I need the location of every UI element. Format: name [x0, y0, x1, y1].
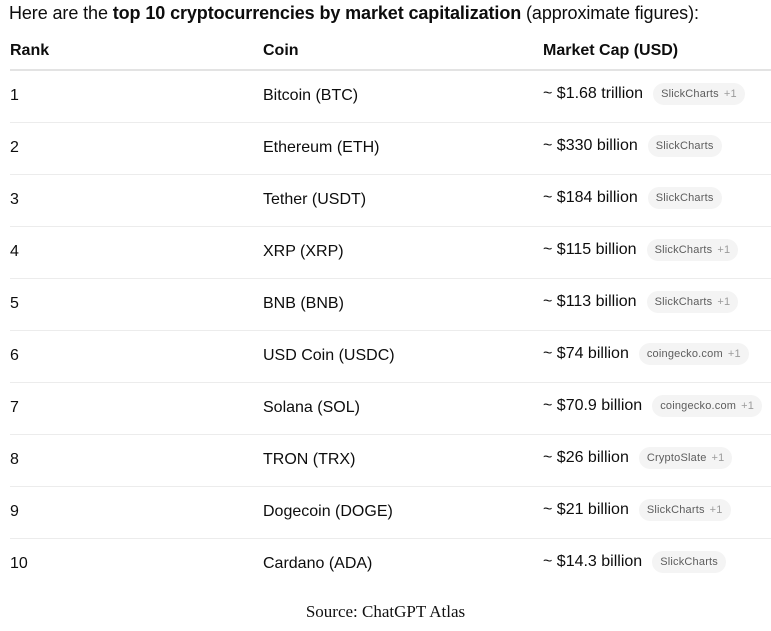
- source-name: SlickCharts: [654, 296, 713, 308]
- coin-cell: Cardano (ADA): [263, 555, 373, 572]
- table-row: 5 BNB (BNB) ~ $113 billion SlickCharts +1: [10, 279, 771, 331]
- source-citation-pill[interactable]: CryptoSlate +1: [638, 447, 733, 469]
- source-citation-pill[interactable]: coingecko.com +1: [652, 395, 763, 417]
- extra-sources-count: +1: [717, 244, 731, 256]
- rank-cell: 1: [10, 87, 19, 104]
- market-cap-cell: ~ $115 billion SlickCharts +1: [543, 239, 739, 261]
- extra-sources-count: +1: [727, 348, 741, 360]
- source-name: SlickCharts: [655, 192, 714, 204]
- table-row: 7 Solana (SOL) ~ $70.9 billion coingecko…: [10, 383, 771, 435]
- table-row: 4 XRP (XRP) ~ $115 billion SlickCharts +1: [10, 227, 771, 279]
- market-cap-value: ~ $74 billion: [543, 345, 629, 362]
- table-header: Rank Coin Market Cap (USD): [10, 36, 771, 71]
- rank-cell: 6: [10, 347, 19, 364]
- extra-sources-count: +1: [723, 88, 737, 100]
- table-row: 1 Bitcoin (BTC) ~ $1.68 trillion SlickCh…: [10, 71, 771, 123]
- rank-cell: 4: [10, 243, 19, 260]
- source-citation-pill[interactable]: SlickCharts: [652, 551, 727, 573]
- intro-suffix: (approximate figures):: [521, 3, 699, 23]
- coin-cell: XRP (XRP): [263, 243, 344, 260]
- source-name: SlickCharts: [655, 140, 714, 152]
- rank-cell: 10: [10, 555, 28, 572]
- coin-cell: Tether (USDT): [263, 191, 367, 208]
- market-cap-cell: ~ $330 billion SlickCharts: [543, 135, 722, 157]
- header-coin: Coin: [263, 42, 299, 59]
- extra-sources-count: +1: [711, 452, 725, 464]
- table-row: 2 Ethereum (ETH) ~ $330 billion SlickCha…: [10, 123, 771, 175]
- source-name: SlickCharts: [660, 556, 719, 568]
- market-cap-value: ~ $330 billion: [543, 137, 638, 154]
- market-cap-value: ~ $113 billion: [543, 293, 637, 310]
- table-row: 9 Dogecoin (DOGE) ~ $21 billion SlickCha…: [10, 487, 771, 539]
- market-cap-cell: ~ $21 billion SlickCharts +1: [543, 499, 731, 521]
- source-citation-pill[interactable]: SlickCharts +1: [638, 499, 731, 521]
- market-cap-value: ~ $1.68 trillion: [543, 85, 644, 102]
- rank-cell: 7: [10, 399, 19, 416]
- market-cap-cell: ~ $26 billion CryptoSlate +1: [543, 447, 733, 469]
- source-name: SlickCharts: [654, 244, 713, 256]
- crypto-table: Rank Coin Market Cap (USD) 1 Bitcoin (BT…: [10, 36, 771, 590]
- coin-cell: Bitcoin (BTC): [263, 87, 359, 104]
- source-citation-pill[interactable]: SlickCharts +1: [646, 291, 739, 313]
- extra-sources-count: +1: [717, 296, 731, 308]
- source-name: coingecko.com: [646, 348, 723, 360]
- coin-cell: TRON (TRX): [263, 451, 356, 468]
- coin-cell: BNB (BNB): [263, 295, 344, 312]
- market-cap-value: ~ $14.3 billion: [543, 553, 643, 570]
- rank-cell: 2: [10, 139, 19, 156]
- source-citation-pill[interactable]: SlickCharts: [647, 135, 722, 157]
- rank-cell: 9: [10, 503, 19, 520]
- table-row: 3 Tether (USDT) ~ $184 billion SlickChar…: [10, 175, 771, 227]
- rank-cell: 3: [10, 191, 19, 208]
- coin-cell: Solana (SOL): [263, 399, 360, 416]
- source-citation-pill[interactable]: SlickCharts +1: [653, 83, 745, 105]
- source-caption: Source: ChatGPT Atlas: [305, 602, 466, 621]
- intro-bold: top 10 cryptocurrencies by market capita…: [112, 3, 522, 23]
- market-cap-cell: ~ $70.9 billion coingecko.com +1: [543, 395, 763, 417]
- intro-prefix: Here are the: [9, 3, 113, 23]
- source-citation-pill[interactable]: SlickCharts: [647, 187, 722, 209]
- rank-cell: 8: [10, 451, 19, 468]
- source-citation-pill[interactable]: SlickCharts +1: [646, 239, 739, 261]
- market-cap-value: ~ $184 billion: [543, 189, 638, 206]
- extra-sources-count: +1: [741, 400, 755, 412]
- market-cap-value: ~ $26 billion: [543, 449, 629, 466]
- source-name: CryptoSlate: [646, 452, 707, 464]
- market-cap-cell: ~ $1.68 trillion SlickCharts +1: [543, 83, 745, 105]
- header-market-cap: Market Cap (USD): [543, 42, 679, 59]
- market-cap-value: ~ $21 billion: [543, 501, 629, 518]
- market-cap-cell: ~ $113 billion SlickCharts +1: [543, 291, 739, 313]
- market-cap-value: ~ $70.9 billion: [543, 397, 643, 414]
- coin-cell: USD Coin (USDC): [263, 347, 395, 364]
- market-cap-cell: ~ $184 billion SlickCharts: [543, 187, 722, 209]
- table-row: 10 Cardano (ADA) ~ $14.3 billion SlickCh…: [10, 539, 771, 590]
- rank-cell: 5: [10, 295, 19, 312]
- market-cap-cell: ~ $74 billion coingecko.com +1: [543, 343, 749, 365]
- extra-sources-count: +1: [709, 504, 723, 516]
- table-row: 8 TRON (TRX) ~ $26 billion CryptoSlate +1: [10, 435, 771, 487]
- source-name: SlickCharts: [646, 504, 705, 516]
- source-name: SlickCharts: [661, 88, 719, 100]
- header-rank: Rank: [10, 42, 50, 59]
- coin-cell: Dogecoin (DOGE): [263, 503, 393, 520]
- source-name: coingecko.com: [660, 400, 737, 412]
- source-citation-pill[interactable]: coingecko.com +1: [638, 343, 749, 365]
- intro-text: Here are the top 10 cryptocurrencies by …: [9, 2, 699, 24]
- table-row: 6 USD Coin (USDC) ~ $74 billion coingeck…: [10, 331, 771, 383]
- market-cap-value: ~ $115 billion: [543, 241, 637, 258]
- market-cap-cell: ~ $14.3 billion SlickCharts: [543, 551, 727, 573]
- coin-cell: Ethereum (ETH): [263, 139, 380, 156]
